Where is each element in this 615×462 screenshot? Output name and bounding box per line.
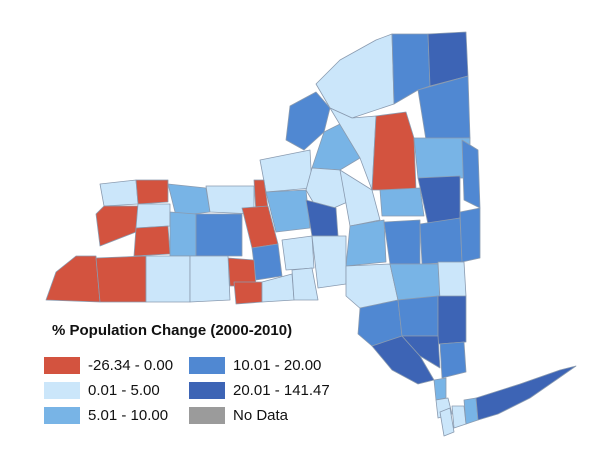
county: [419, 217, 463, 265]
legend-swatch: [44, 406, 80, 424]
county: [99, 179, 139, 207]
county: [437, 295, 467, 345]
county: [463, 397, 479, 425]
county: [389, 263, 441, 301]
county: [169, 211, 197, 257]
county: [439, 407, 455, 437]
county: [45, 255, 101, 303]
county: [461, 139, 481, 209]
county: [305, 167, 353, 215]
county: [439, 341, 467, 379]
county: [397, 295, 439, 337]
legend-title: % Population Change (2000-2010): [52, 322, 293, 339]
county: [451, 405, 467, 429]
legend-swatch: [189, 356, 225, 374]
county: [311, 235, 347, 289]
county: [135, 203, 171, 229]
legend-label: 5.01 - 10.00: [88, 406, 169, 424]
county: [417, 175, 461, 225]
county: [281, 235, 315, 271]
county: [145, 255, 191, 303]
county: [135, 179, 169, 205]
county: [133, 225, 171, 257]
county: [383, 219, 421, 265]
county: [401, 335, 441, 369]
legend-item: 10.01 - 20.00: [189, 356, 321, 374]
county: [345, 219, 387, 267]
county: [291, 267, 319, 301]
legend-swatch: [189, 381, 225, 399]
county: [379, 187, 425, 217]
county: [259, 149, 313, 193]
legend-label: -26.34 - 0.00: [88, 356, 174, 374]
legend-label: No Data: [233, 406, 289, 424]
county: [433, 377, 447, 401]
county: [95, 255, 147, 303]
county: [459, 207, 481, 263]
legend-label: 20.01 - 141.47: [233, 381, 330, 399]
county: [371, 111, 417, 191]
county: [167, 183, 211, 217]
legend-swatch: [189, 406, 225, 424]
legend-swatch: [44, 356, 80, 374]
legend-item: No Data: [189, 406, 288, 424]
legend-item: -26.34 - 0.00: [44, 356, 173, 374]
county: [195, 213, 243, 257]
county: [475, 365, 577, 421]
county: [233, 281, 263, 305]
county: [413, 137, 471, 179]
legend-item: 5.01 - 10.00: [44, 406, 168, 424]
county: [189, 255, 231, 303]
county: [339, 169, 381, 227]
legend-item: 20.01 - 141.47: [189, 381, 330, 399]
county: [95, 205, 139, 247]
legend-label: 0.01 - 5.00: [88, 381, 160, 399]
county: [437, 261, 467, 301]
legend-item: 0.01 - 5.00: [44, 381, 160, 399]
county: [265, 189, 311, 233]
legend: -26.34 - 0.00 0.01 - 5.00 5.01 - 10.00 1…: [44, 356, 374, 426]
legend-label: 10.01 - 20.00: [233, 356, 322, 374]
county: [251, 243, 283, 281]
legend-swatch: [44, 381, 80, 399]
